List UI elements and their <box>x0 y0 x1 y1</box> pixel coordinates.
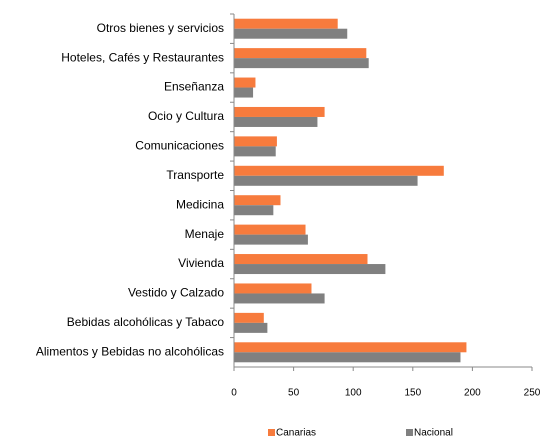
y-tick-label: Medicina <box>176 197 224 211</box>
y-tick-label: Enseñanza <box>164 80 224 94</box>
x-tick-label: 0 <box>231 388 237 399</box>
bar <box>234 293 325 304</box>
bar <box>234 28 348 39</box>
bar <box>234 18 338 29</box>
bar <box>234 195 281 206</box>
x-tick-label: 150 <box>404 388 421 399</box>
bar <box>234 283 312 294</box>
bar <box>234 342 467 353</box>
bar <box>234 48 367 59</box>
bar <box>234 352 461 363</box>
bar <box>234 312 264 323</box>
y-tick-label: Transporte <box>166 168 224 182</box>
x-tick-label: 250 <box>524 388 541 399</box>
y-tick-label: Bebidas alcohólicas y Tabaco <box>67 315 225 329</box>
y-tick-label: Vestido y Calzado <box>128 286 224 300</box>
bar <box>234 165 444 176</box>
bar <box>234 254 368 265</box>
bar <box>234 234 308 245</box>
y-tick-label: Otros bienes y servicios <box>97 21 224 35</box>
x-tick-label: 100 <box>345 388 362 399</box>
bar <box>234 136 277 147</box>
legend-swatch <box>268 429 275 436</box>
y-tick-label: Menaje <box>185 227 225 241</box>
bar <box>234 224 306 235</box>
y-tick-label: Vivienda <box>178 256 224 270</box>
y-tick-label: Ocio y Cultura <box>148 109 224 123</box>
bar <box>234 116 318 127</box>
bar <box>234 322 268 333</box>
bar <box>234 106 325 117</box>
x-tick-label: 50 <box>288 388 300 399</box>
legend-label: Nacional <box>414 428 453 439</box>
x-tick-label: 200 <box>464 388 481 399</box>
y-tick-label: Comunicaciones <box>135 139 224 153</box>
y-tick-label: Alimentos y Bebidas no alcohólicas <box>36 344 224 358</box>
bar <box>234 205 274 216</box>
legend-swatch <box>406 429 413 436</box>
bar <box>234 77 256 88</box>
bar <box>234 146 276 157</box>
bar <box>234 175 418 186</box>
legend-label: Canarias <box>276 428 316 439</box>
bar <box>234 87 254 98</box>
bar <box>234 58 369 69</box>
bar <box>234 264 386 275</box>
y-tick-label: Hoteles, Cafés y Restaurantes <box>61 50 224 64</box>
